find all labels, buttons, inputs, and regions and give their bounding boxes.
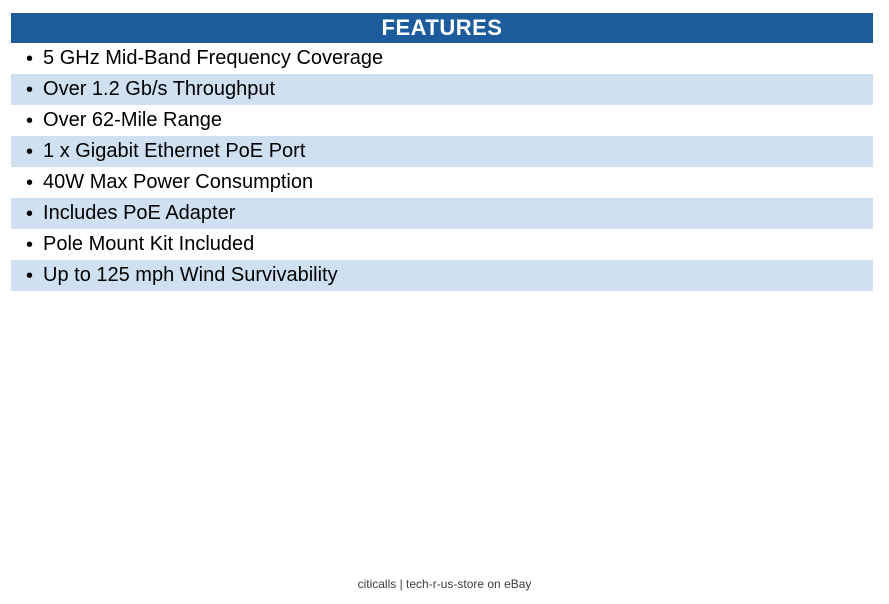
bullet-icon: •	[26, 140, 34, 163]
features-rows: • 5 GHz Mid-Band Frequency Coverage • Ov…	[11, 43, 873, 291]
features-table: FEATURES • 5 GHz Mid-Band Frequency Cove…	[11, 13, 873, 291]
feature-row: • 40W Max Power Consumption	[11, 167, 873, 198]
features-table-header: FEATURES	[11, 13, 873, 43]
feature-row: • Up to 125 mph Wind Survivability	[11, 260, 873, 291]
bullet-icon: •	[26, 109, 34, 132]
feature-row: • 5 GHz Mid-Band Frequency Coverage	[11, 43, 873, 74]
feature-text: 1 x Gigabit Ethernet PoE Port	[43, 140, 306, 162]
bullet-icon: •	[26, 202, 34, 225]
bullet-icon: •	[26, 171, 34, 194]
store-attribution-text: citicalls | tech-r-us-store on eBay	[357, 577, 532, 591]
bullet-icon: •	[26, 264, 34, 287]
bullet-icon: •	[26, 47, 34, 70]
feature-text: Up to 125 mph Wind Survivability	[43, 264, 338, 286]
feature-row: • Includes PoE Adapter	[11, 198, 873, 229]
feature-row: • Over 62-Mile Range	[11, 105, 873, 136]
feature-text: Over 1.2 Gb/s Throughput	[43, 78, 275, 100]
feature-text: Includes PoE Adapter	[43, 202, 236, 224]
feature-text: 5 GHz Mid-Band Frequency Coverage	[43, 47, 384, 69]
feature-text: Over 62-Mile Range	[43, 109, 222, 131]
feature-row: • 1 x Gigabit Ethernet PoE Port	[11, 136, 873, 167]
feature-text: 40W Max Power Consumption	[43, 171, 314, 193]
feature-row: • Pole Mount Kit Included	[11, 229, 873, 260]
feature-text: Pole Mount Kit Included	[43, 233, 255, 255]
feature-row: • Over 1.2 Gb/s Throughput	[11, 74, 873, 105]
bullet-icon: •	[26, 78, 34, 101]
bullet-icon: •	[26, 233, 34, 256]
